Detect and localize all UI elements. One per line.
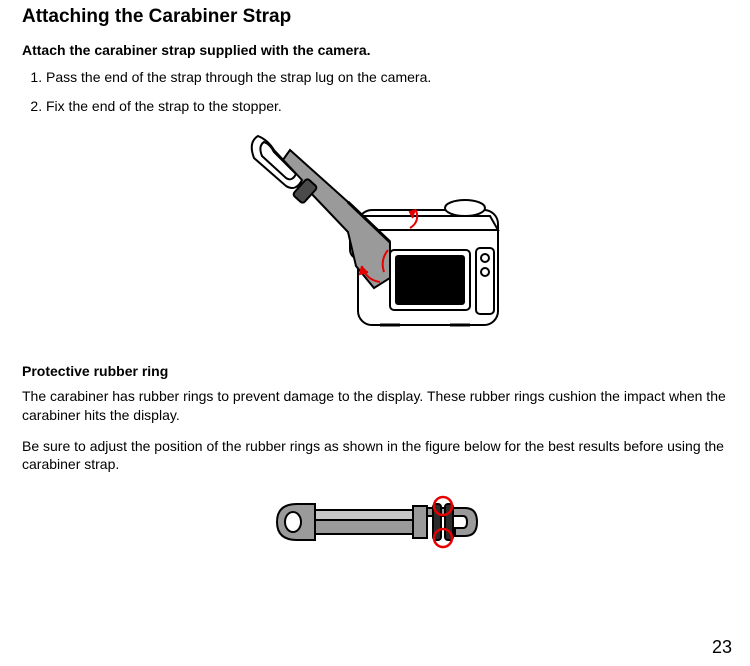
figure-carabiner-attach xyxy=(22,130,728,345)
steps-list: Pass the end of the strap through the st… xyxy=(22,68,728,116)
intro-text: Attach the carabiner strap supplied with… xyxy=(22,42,728,58)
protective-ring-para-2: Be sure to adjust the position of the ru… xyxy=(22,437,728,475)
step-2: Fix the end of the strap to the stopper. xyxy=(46,97,728,116)
step-1: Pass the end of the strap through the st… xyxy=(46,68,728,87)
figure-rubber-ring xyxy=(22,486,728,563)
page-title: Attaching the Carabiner Strap xyxy=(22,6,728,28)
protective-ring-heading: Protective rubber ring xyxy=(22,363,728,379)
carabiner-attach-illustration xyxy=(240,130,510,340)
rubber-ring-illustration xyxy=(265,486,485,558)
protective-ring-para-1: The carabiner has rubber rings to preven… xyxy=(22,387,728,425)
page-number: 23 xyxy=(712,637,732,658)
